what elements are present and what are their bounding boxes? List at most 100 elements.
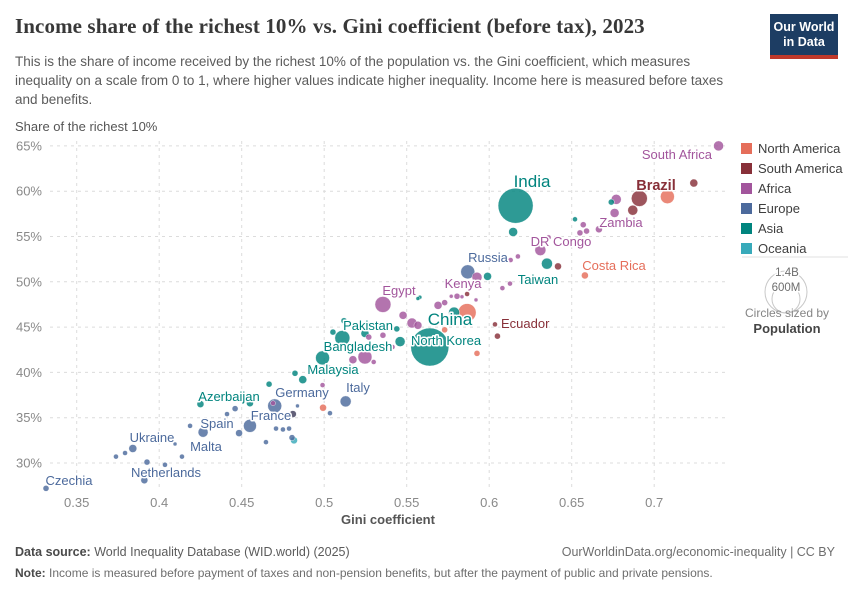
owid-logo[interactable]: Our World in Data [770, 14, 838, 59]
data-point[interactable] [554, 262, 562, 271]
data-point[interactable] [507, 280, 513, 287]
data-point[interactable] [288, 434, 296, 441]
data-point[interactable] [449, 294, 454, 299]
data-point[interactable] [398, 311, 408, 320]
data-point[interactable] [329, 328, 337, 336]
data-point[interactable] [660, 189, 675, 204]
data-point[interactable] [319, 382, 326, 388]
data-point[interactable] [326, 365, 332, 371]
data-point-netherlands[interactable] [140, 476, 149, 484]
data-point[interactable] [327, 410, 333, 416]
data-point-zambia[interactable] [609, 208, 620, 218]
legend-item-oceania[interactable]: Oceania [741, 241, 843, 256]
data-point[interactable] [515, 253, 521, 260]
data-point[interactable] [309, 390, 316, 396]
data-point[interactable] [441, 299, 448, 306]
data-point-spain[interactable] [197, 426, 209, 438]
data-point[interactable] [348, 355, 358, 364]
data-point-azerbaijan[interactable] [196, 400, 205, 408]
data-point[interactable] [291, 370, 299, 377]
data-point-dr-congo[interactable] [534, 244, 547, 256]
data-point[interactable] [375, 346, 381, 352]
data-point[interactable] [295, 403, 300, 409]
data-point[interactable] [413, 321, 423, 330]
data-point[interactable] [507, 257, 514, 263]
data-point-taiwan[interactable] [541, 257, 553, 270]
legend-item-europe[interactable]: Europe [741, 201, 843, 216]
data-point[interactable] [464, 291, 470, 297]
data-point[interactable] [499, 285, 506, 291]
data-point[interactable] [162, 462, 168, 468]
data-point-bangladesh[interactable] [315, 350, 330, 366]
data-point[interactable] [494, 332, 501, 340]
data-point[interactable] [357, 349, 373, 365]
legend-item-north-america[interactable]: North America [741, 141, 843, 156]
data-point[interactable] [172, 441, 178, 447]
data-point[interactable] [389, 344, 396, 350]
data-point-ecuador[interactable] [492, 321, 498, 328]
data-point[interactable] [483, 272, 492, 281]
data-point-north-korea[interactable] [394, 336, 406, 347]
data-point[interactable] [263, 439, 269, 445]
data-point[interactable] [508, 227, 518, 237]
data-point-china[interactable] [410, 327, 449, 367]
data-point[interactable] [471, 272, 483, 283]
data-point[interactable] [459, 294, 465, 299]
data-point[interactable] [580, 221, 587, 228]
data-point[interactable] [289, 410, 297, 418]
data-point[interactable] [270, 400, 276, 406]
legend-item-africa[interactable]: Africa [741, 181, 843, 196]
data-point[interactable] [572, 216, 578, 222]
data-point[interactable] [433, 301, 443, 310]
data-point[interactable] [340, 317, 348, 324]
data-point[interactable] [583, 227, 590, 235]
legend-item-asia[interactable]: Asia [741, 221, 843, 236]
data-point[interactable] [143, 458, 151, 466]
data-point[interactable] [627, 205, 638, 216]
legend-swatch [741, 223, 752, 234]
legend-item-south-america[interactable]: South America [741, 161, 843, 176]
data-point[interactable] [371, 359, 377, 365]
data-point[interactable] [473, 350, 481, 357]
data-point-malaysia[interactable] [298, 375, 307, 384]
data-point[interactable] [608, 198, 615, 206]
data-point[interactable] [448, 306, 460, 319]
data-point[interactable] [365, 333, 372, 341]
data-point[interactable] [113, 453, 119, 460]
data-point-south-africa[interactable] [713, 140, 724, 152]
data-point[interactable] [689, 178, 698, 188]
data-point[interactable] [379, 332, 387, 339]
data-point[interactable] [265, 380, 273, 388]
data-point-italy[interactable] [339, 395, 352, 408]
data-point[interactable] [246, 399, 254, 407]
data-point[interactable] [319, 404, 327, 412]
country-label: Brazil [636, 178, 676, 194]
data-point-india[interactable] [497, 187, 534, 224]
data-point[interactable] [224, 411, 230, 417]
data-point-brazil[interactable] [631, 190, 648, 207]
data-point[interactable] [393, 325, 400, 333]
data-point[interactable] [280, 426, 286, 433]
data-point-kenya[interactable] [453, 293, 461, 300]
data-point[interactable] [273, 425, 279, 432]
data-point[interactable] [286, 425, 292, 432]
data-point[interactable] [441, 326, 448, 334]
data-point-malta[interactable] [179, 453, 185, 460]
data-point[interactable] [187, 423, 193, 429]
data-point-russia[interactable] [460, 264, 475, 280]
data-point[interactable] [415, 296, 421, 301]
data-point-pakistan[interactable] [334, 330, 351, 346]
data-point-czechia[interactable] [42, 485, 50, 492]
data-point[interactable] [122, 450, 128, 456]
data-point[interactable] [473, 297, 479, 303]
data-point[interactable] [576, 229, 584, 237]
data-point[interactable] [545, 234, 552, 241]
data-point[interactable] [235, 429, 243, 437]
data-point-costa-rica[interactable] [581, 271, 589, 280]
data-point[interactable] [231, 405, 239, 412]
data-point-egypt[interactable] [374, 296, 392, 313]
data-point[interactable] [595, 225, 603, 233]
data-point-france[interactable] [243, 419, 257, 433]
owid-url-link[interactable]: OurWorldinData.org/economic-inequality |… [561, 545, 835, 559]
data-point-ukraine[interactable] [128, 444, 138, 453]
